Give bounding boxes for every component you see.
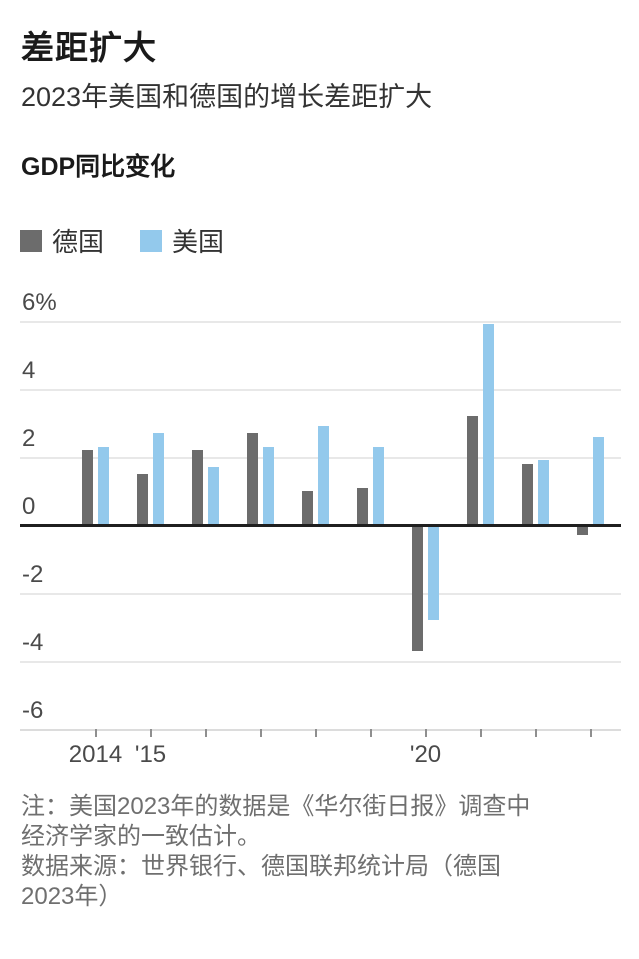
gdp-grouped-bar-chart: 6% 4 2 0 -2 -4 -6 2014 '15 '20 bbox=[0, 289, 639, 770]
x-axis-label: '15 bbox=[134, 741, 167, 768]
bar-美国-2017 bbox=[263, 447, 274, 525]
gridline-4 bbox=[20, 389, 621, 391]
chart-axis-title: GDP同比变化 bbox=[21, 153, 176, 181]
x-axis-tick-2023 bbox=[590, 729, 592, 737]
y-axis-label: -2 bbox=[22, 561, 44, 588]
chart-footnotes: 注：美国2023年的数据是《华尔街日报》调查中 经济学家的一致估计。 数据来源：… bbox=[21, 792, 621, 912]
x-axis-tick-2015 bbox=[150, 729, 152, 737]
bar-德国-2023 bbox=[577, 525, 588, 535]
y-axis-label: 4 bbox=[22, 357, 36, 384]
x-axis-tick-2017 bbox=[260, 729, 262, 737]
x-axis-tick-2019 bbox=[370, 729, 372, 737]
x-axis-tick-2014 bbox=[95, 729, 97, 737]
bar-德国-2020 bbox=[412, 525, 423, 651]
bar-德国-2017 bbox=[247, 433, 258, 525]
y-axis-label: 0 bbox=[22, 493, 36, 520]
x-axis-label: 2014 bbox=[68, 741, 123, 768]
legend-item-us: 美国 bbox=[140, 222, 224, 259]
source-line: 2023年） bbox=[21, 883, 123, 910]
page-subtitle: 2023年美国和德国的增长差距扩大 bbox=[21, 82, 433, 112]
x-axis-label: '20 bbox=[409, 741, 442, 768]
x-axis-tick-2022 bbox=[535, 729, 537, 737]
x-axis-tick-2021 bbox=[480, 729, 482, 737]
x-axis-tick-2020 bbox=[425, 729, 427, 737]
legend-swatch-germany bbox=[20, 229, 42, 252]
gridline-6 bbox=[20, 321, 621, 323]
legend-label-us: 美国 bbox=[172, 227, 225, 257]
chart-legend: 德国 美国 bbox=[20, 222, 260, 259]
y-axis-label: 6% bbox=[22, 289, 57, 316]
bar-美国-2020 bbox=[428, 525, 439, 620]
source-line: 数据来源：世界银行、德国联邦统计局（德国 bbox=[21, 853, 501, 880]
gridline--2 bbox=[20, 593, 621, 595]
bar-德国-2019 bbox=[357, 488, 368, 525]
bar-德国-2022 bbox=[522, 464, 533, 525]
bar-美国-2021 bbox=[483, 324, 494, 525]
y-axis-label: 2 bbox=[22, 425, 36, 452]
bar-德国-2018 bbox=[302, 491, 313, 525]
bar-美国-2023 bbox=[593, 437, 604, 525]
legend-item-germany: 德国 bbox=[20, 222, 104, 259]
footnote-line: 经济学家的一致估计。 bbox=[21, 823, 261, 850]
legend-swatch-us bbox=[140, 229, 163, 252]
bar-德国-2015 bbox=[137, 474, 148, 525]
bar-美国-2018 bbox=[318, 426, 329, 525]
bar-德国-2021 bbox=[467, 416, 478, 525]
y-axis-label: -4 bbox=[22, 629, 44, 656]
bar-美国-2014 bbox=[98, 447, 109, 525]
bar-美国-2015 bbox=[153, 433, 164, 525]
footnote-line: 注：美国2023年的数据是《华尔街日报》调查中 bbox=[21, 793, 531, 820]
x-axis-tick-2016 bbox=[205, 729, 207, 737]
x-axis-line bbox=[20, 729, 621, 731]
bar-德国-2016 bbox=[192, 450, 203, 525]
bar-美国-2022 bbox=[538, 460, 549, 525]
bar-美国-2016 bbox=[208, 467, 219, 525]
zero-baseline bbox=[20, 524, 621, 527]
y-axis-label: -6 bbox=[22, 697, 44, 724]
page-title: 差距扩大 bbox=[21, 29, 157, 66]
bar-美国-2019 bbox=[373, 447, 384, 525]
gridline--4 bbox=[20, 661, 621, 663]
bar-德国-2014 bbox=[82, 450, 93, 525]
legend-label-germany: 德国 bbox=[52, 227, 105, 257]
x-axis-tick-2018 bbox=[315, 729, 317, 737]
